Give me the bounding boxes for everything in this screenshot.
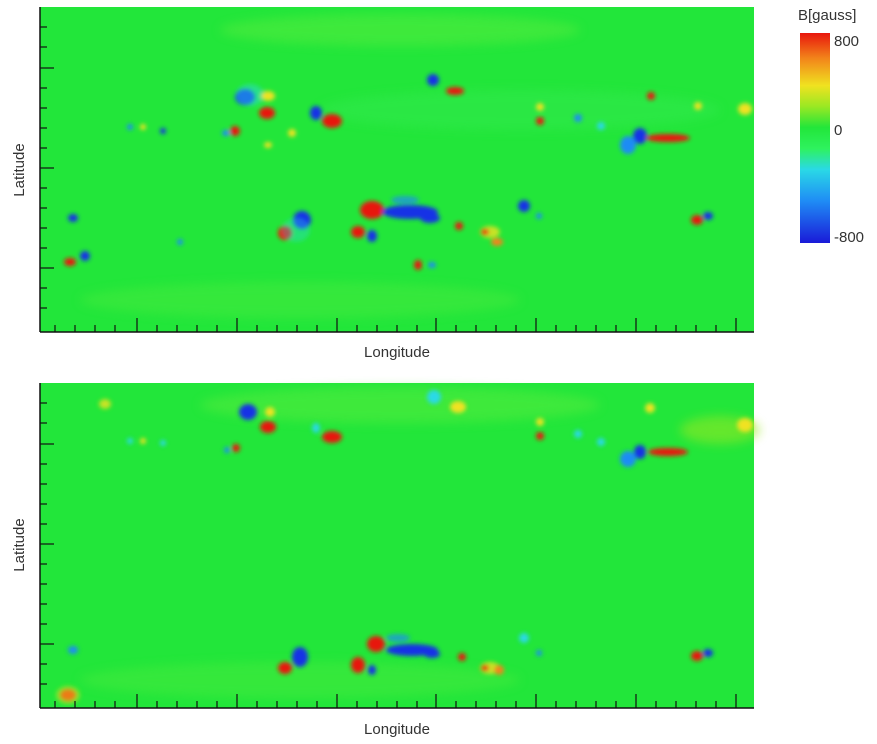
top-field-features bbox=[80, 14, 720, 318]
bottom-field-features bbox=[80, 387, 760, 698]
top-x-axis-label: Longitude bbox=[364, 344, 430, 361]
colorbar-mid-label: 0 bbox=[834, 122, 842, 139]
top-x-ticks bbox=[54, 318, 737, 332]
bottom-magnetogram-panel: Longitude Latitude bbox=[11, 383, 760, 738]
colorbar-max-label: 800 bbox=[834, 33, 859, 50]
top-field-spots bbox=[64, 74, 752, 270]
bottom-field-background bbox=[40, 383, 754, 708]
top-y-ticks bbox=[40, 26, 54, 309]
top-field-background bbox=[40, 7, 754, 332]
bottom-x-ticks bbox=[54, 694, 737, 708]
colorbar: B[gauss] 800 0 -800 bbox=[798, 7, 864, 246]
colorbar-gradient bbox=[800, 33, 830, 243]
colorbar-title: B[gauss] bbox=[798, 7, 856, 24]
top-y-axis-label: Latitude bbox=[11, 143, 28, 196]
bottom-field-spots bbox=[56, 390, 753, 704]
top-magnetogram-panel: Longitude Latitude B[gauss] 800 0 -800 bbox=[11, 7, 864, 361]
bottom-x-axis-label: Longitude bbox=[364, 721, 430, 738]
bottom-y-axis-label: Latitude bbox=[11, 518, 28, 571]
bottom-y-ticks bbox=[40, 402, 54, 685]
colorbar-min-label: -800 bbox=[834, 229, 864, 246]
